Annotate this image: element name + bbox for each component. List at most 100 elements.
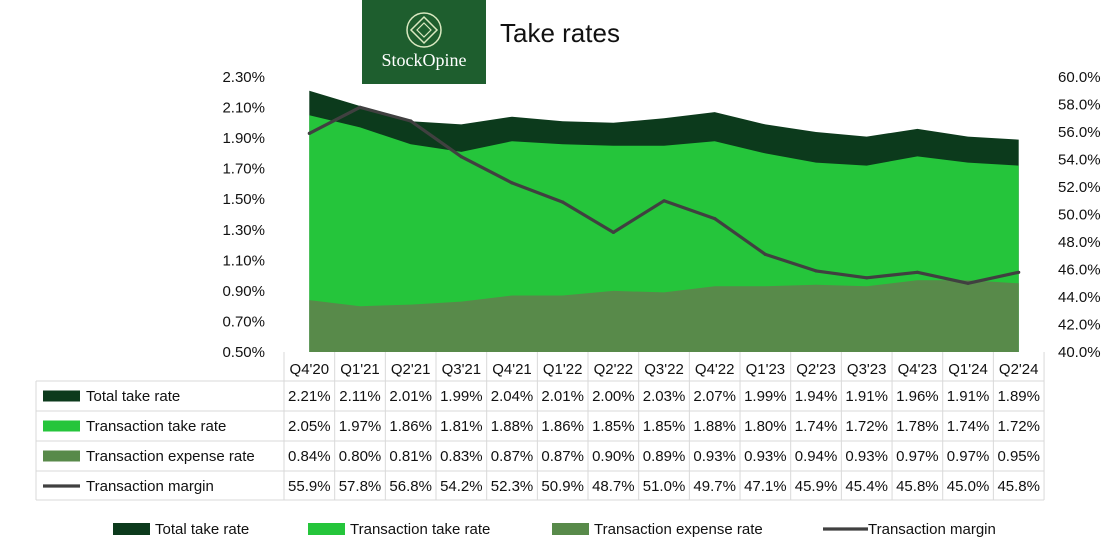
table-cell-value: 1.94% [795,388,838,405]
legend-label: Total take rate [155,521,249,538]
table-cell-value: 0.93% [744,448,787,465]
transaction-expense-rate-area [309,280,1019,352]
left-axis-tick-label: 1.90% [222,130,265,147]
table-cell-value: 1.99% [440,388,483,405]
table-cell-value: 1.88% [491,418,534,435]
right-axis-tick-label: 50.0% [1058,207,1101,224]
transaction-margin-point [865,276,869,280]
category-label: Q4'22 [695,361,735,378]
table-cell-value: 2.00% [592,388,635,405]
left-axis-tick-label: 2.30% [222,69,265,86]
table-cell-value: 48.7% [592,478,635,495]
table-cell-value: 2.01% [389,388,432,405]
left-axis-tick-label: 1.70% [222,161,265,178]
right-axis-tick-label: 44.0% [1058,289,1101,306]
right-axis-tick-label: 40.0% [1058,344,1101,361]
table-cell-value: 50.9% [541,478,584,495]
right-axis-tick-label: 42.0% [1058,317,1101,334]
table-cell-value: 0.97% [947,448,990,465]
left-axis-tick-label: 0.50% [222,344,265,361]
table-cell-value: 0.81% [389,448,432,465]
transaction-margin-point [763,252,768,256]
right-axis-tick-label: 60.0% [1058,69,1101,86]
legend-key [552,523,589,535]
table-cell-value: 52.3% [491,478,534,495]
category-label: Q2'21 [391,361,431,378]
right-axis-tick-label: 58.0% [1058,97,1101,114]
transaction-margin-point [611,230,616,234]
table-cell-value: 2.03% [643,388,686,405]
table-cell-value: 0.87% [491,448,534,465]
stockopine-logo: StockOpine [362,0,486,84]
table-cell-value: 56.8% [389,478,432,495]
category-label: Q3'23 [847,361,887,378]
table-cell-value: 0.83% [440,448,483,465]
table-cell-value: 0.87% [541,448,584,465]
table-cell-value: 51.0% [643,478,686,495]
table-cell-value: 45.0% [947,478,990,495]
table-cell-value: 1.96% [896,388,939,405]
table-cell-value: 1.86% [389,418,432,435]
left-axis-tick-label: 0.90% [222,283,265,300]
transaction-margin-point [409,119,413,123]
table-cell-value: 57.8% [339,478,382,495]
table-cell-value: 1.85% [592,418,635,435]
table-cell-value: 0.89% [643,448,686,465]
diamond-emblem-icon [406,12,442,48]
transaction-margin-point [915,270,920,274]
table-cell-value: 1.74% [947,418,990,435]
category-label: Q2'22 [594,361,634,378]
legend-key [113,523,150,535]
table-cell-value: 1.88% [693,418,736,435]
right-axis-tick-label: 46.0% [1058,262,1101,279]
legend-label: Transaction margin [868,521,996,538]
table-cell-value: 54.2% [440,478,483,495]
table-cell-value: 1.91% [845,388,888,405]
transaction-margin-point [966,281,970,285]
table-cell-value: 2.04% [491,388,534,405]
category-label: Q1'21 [340,361,380,378]
transaction-margin-point [713,217,717,221]
table-cell-value: 1.99% [744,388,787,405]
table-cell-value: 0.93% [693,448,736,465]
table-cell-value: 0.90% [592,448,635,465]
left-axis-tick-label: 1.10% [222,252,265,269]
table-legend-key [43,390,80,402]
table-cell-value: 1.80% [744,418,787,435]
category-label: Q2'23 [796,361,836,378]
category-label: Q1'22 [543,361,583,378]
transaction-margin-point [1017,270,1021,274]
table-legend-key [43,420,80,432]
table-cell-value: 0.84% [288,448,331,465]
left-axis-tick-label: 1.30% [222,222,265,239]
chart-title: Take rates [500,18,620,48]
table-cell-value: 45.8% [896,478,939,495]
category-label: Q2'24 [999,361,1039,378]
table-cell-value: 1.89% [997,388,1040,405]
right-axis-tick-label: 56.0% [1058,124,1101,141]
table-cell-value: 1.97% [339,418,382,435]
table-cell-value: 2.01% [541,388,584,405]
table-cell-value: 1.91% [947,388,990,405]
table-row-label: Transaction expense rate [86,448,255,465]
category-label: Q1'23 [746,361,786,378]
table-cell-value: 0.94% [795,448,838,465]
transaction-margin-point [459,155,463,159]
table-legend-key [43,450,80,462]
transaction-margin-point [358,105,362,109]
table-cell-value: 2.11% [339,388,380,405]
left-axis-tick-label: 1.50% [222,191,265,208]
category-label: Q3'22 [644,361,684,378]
category-label: Q1'24 [948,361,988,378]
table-cell-value: 2.07% [693,388,736,405]
table-cell-value: 1.78% [896,418,939,435]
table-cell-value: 0.95% [997,448,1040,465]
legend-label: Transaction take rate [350,521,490,538]
legend-key [308,523,345,535]
table-cell-value: 49.7% [693,478,736,495]
table-row-label: Transaction take rate [86,418,226,435]
table-cell-value: 1.85% [643,418,686,435]
table-row-label: Total take rate [86,388,180,405]
table-cell-value: 0.93% [845,448,888,465]
